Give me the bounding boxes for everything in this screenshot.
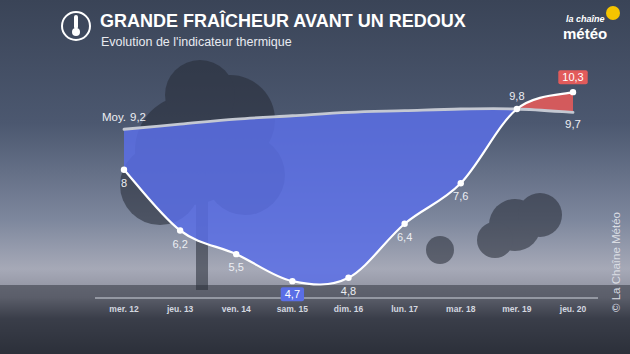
data-label: 5,5	[229, 261, 244, 273]
above-group	[124, 92, 573, 284]
data-label: 8	[121, 177, 127, 189]
average-line	[124, 109, 573, 130]
max-label-box	[558, 70, 587, 84]
data-label: 7,6	[453, 190, 468, 202]
x-tick-label: sam. 15	[277, 304, 308, 314]
thermometer-icon	[62, 12, 90, 40]
average-label: 9,7	[565, 118, 581, 130]
point-marker	[121, 167, 127, 173]
average-value: 9,2	[130, 111, 146, 123]
copyright: © La Chaîne Météo	[610, 212, 622, 312]
x-tick-label: lun. 17	[391, 304, 418, 314]
chart-root: GRANDE FRAÎCHEUR AVANT UN REDOUX Evolutio…	[0, 0, 630, 354]
logo-text: météo	[563, 25, 607, 42]
point-marker	[458, 180, 464, 186]
point-marker	[345, 275, 351, 281]
min-label-box	[281, 287, 304, 301]
background	[0, 0, 630, 354]
point-marker	[514, 106, 520, 112]
above-average-area	[124, 92, 573, 284]
tree-crown	[426, 236, 454, 264]
x-axis-line	[95, 298, 598, 299]
point-marker	[233, 251, 239, 257]
point-marker	[177, 227, 183, 233]
plot-area	[121, 89, 576, 285]
below-group	[124, 92, 573, 284]
data-label-group: 9,8	[509, 90, 524, 102]
data-label-group: 10,3	[558, 70, 587, 84]
x-tick-label: mar. 18	[446, 304, 476, 314]
below-average-area	[124, 92, 573, 284]
data-label: 4,7	[285, 288, 300, 300]
data-label: 9,8	[509, 90, 524, 102]
tree-crown	[477, 222, 513, 258]
x-tick-label: jeu. 13	[166, 304, 194, 314]
data-label-group: 5,5	[229, 261, 244, 273]
subtitle: Evolution de l'indicateur thermique	[101, 35, 292, 49]
data-label-group: 4,7	[281, 287, 304, 301]
tree-crown	[518, 193, 562, 237]
point-marker	[401, 221, 407, 227]
data-label-group: 6,2	[172, 238, 187, 250]
data-label: 10,3	[562, 71, 583, 83]
data-label-group: 7,6	[453, 190, 468, 202]
x-tick-label: mer. 12	[109, 304, 139, 314]
indicator-line	[124, 92, 573, 284]
x-tick-label: jeu. 20	[559, 304, 587, 314]
data-label-group: 8	[121, 177, 127, 189]
point-marker	[570, 89, 576, 95]
data-label-group: 6,4	[397, 231, 412, 243]
logo-text: la chaîne	[566, 14, 605, 24]
icon-bulb	[72, 28, 80, 36]
x-tick-label: dim. 16	[334, 304, 364, 314]
ground	[0, 285, 630, 354]
x-tick-label: ven. 14	[222, 304, 251, 314]
average-label: Moy. 9,2	[102, 111, 146, 123]
data-label: 4,8	[341, 285, 356, 297]
data-label: 6,4	[397, 231, 412, 243]
x-tick-label: mer. 19	[502, 304, 532, 314]
point-marker	[289, 278, 295, 284]
icon-ring	[62, 12, 90, 40]
icon-stem	[74, 15, 78, 29]
logo-sun	[606, 6, 620, 20]
average-name: Moy.	[102, 111, 126, 123]
chart-svg: GRANDE FRAÎCHEUR AVANT UN REDOUX Evolutio…	[0, 0, 630, 354]
data-label-group: 4,8	[341, 285, 356, 297]
data-label: 6,2	[172, 238, 187, 250]
title: GRANDE FRAÎCHEUR AVANT UN REDOUX	[100, 10, 466, 31]
